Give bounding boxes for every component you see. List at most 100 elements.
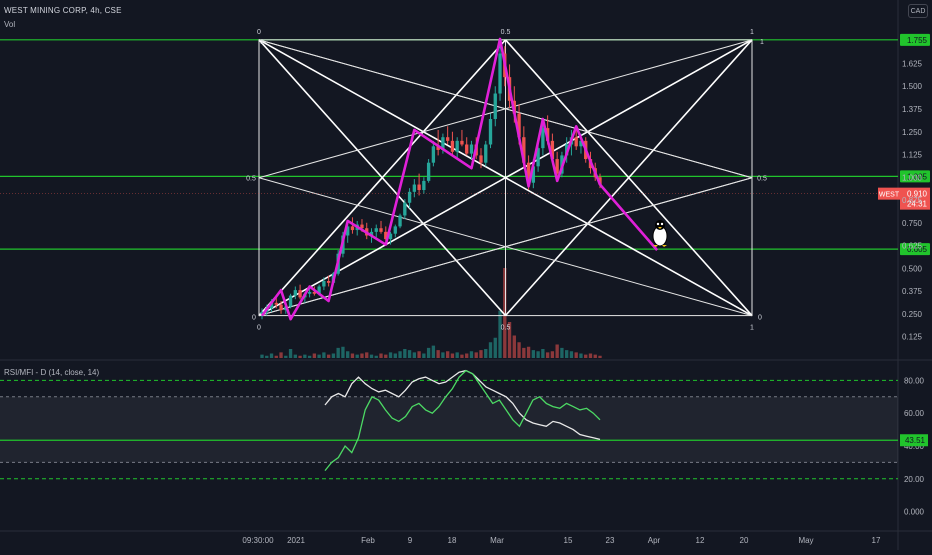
time-tick-label: Mar xyxy=(490,536,504,545)
volume-bar xyxy=(417,351,421,358)
indicator-tick-label: 60.00 xyxy=(904,409,925,418)
level-price-label: 1.755 xyxy=(907,36,928,45)
time-tick-label: 20 xyxy=(740,536,749,545)
volume-bar xyxy=(536,351,540,358)
candle-body xyxy=(322,281,326,287)
volume-bar xyxy=(479,350,483,358)
volume-bar xyxy=(284,355,288,358)
volume-bar xyxy=(293,354,297,358)
volume-bar xyxy=(550,351,555,358)
volume-bar xyxy=(503,268,507,358)
candle-body xyxy=(488,119,493,145)
volume-bar xyxy=(355,354,359,358)
volume-bar xyxy=(393,353,397,358)
volume-bar xyxy=(569,351,574,358)
candle-body xyxy=(312,291,317,294)
gann-level-label: 1 xyxy=(760,39,764,46)
symbol-badge xyxy=(878,187,900,200)
candle-body xyxy=(450,140,455,152)
volume-bar xyxy=(431,345,436,358)
candle-body xyxy=(579,140,583,147)
volume-bar xyxy=(298,355,302,358)
price-tick-label: 1.250 xyxy=(902,128,923,137)
gann-fan-line xyxy=(504,39,753,317)
gann-level-label: 0 xyxy=(257,325,261,332)
time-tick-label: 17 xyxy=(872,536,881,545)
candle-body xyxy=(326,281,331,283)
rsi-mfi-pane: 20.00 40.00 60.00 80.00 0.000 43.51 xyxy=(0,369,928,517)
candle-body xyxy=(288,295,293,307)
time-tick-label: 23 xyxy=(606,536,615,545)
volume-bar xyxy=(379,353,383,358)
volume-bar xyxy=(560,347,564,358)
indicator-value-label: 43.51 xyxy=(905,436,926,445)
candle-body xyxy=(274,302,278,305)
volume-bar xyxy=(336,347,340,358)
volume-bar xyxy=(307,355,312,358)
currency-badge[interactable]: CAD xyxy=(908,4,928,18)
price-tick-label: 0.500 xyxy=(902,264,923,273)
candle-body xyxy=(422,180,426,190)
volume-bar xyxy=(579,353,583,358)
candle-body xyxy=(460,140,464,145)
candle-body xyxy=(441,137,445,150)
candle-body xyxy=(455,140,459,152)
candle-body xyxy=(574,137,578,147)
volume-bar xyxy=(507,322,512,358)
gann-level-label: 0.5 xyxy=(246,176,256,183)
volume-bar xyxy=(388,352,393,358)
indicator-label: RSI/MFI - D (14, close, 14) xyxy=(4,368,100,377)
gann-fan-line xyxy=(258,39,753,179)
volume-bar xyxy=(545,352,550,358)
volume-bars xyxy=(260,268,602,358)
candle-body xyxy=(360,224,364,229)
price-tick-label: 0.125 xyxy=(902,333,923,342)
penguin-eye xyxy=(656,222,660,226)
volume-bar xyxy=(565,350,569,358)
volume-bar xyxy=(274,355,278,358)
volume-bar xyxy=(522,347,526,358)
candle-body xyxy=(493,93,497,120)
indicator-tick-label: 20.00 xyxy=(904,475,925,484)
candle-body xyxy=(293,290,297,296)
volume-bar xyxy=(445,351,450,358)
volume-bar xyxy=(422,353,426,358)
volume-bar xyxy=(384,354,388,358)
volume-bar xyxy=(574,352,578,358)
price-tick-label: 1.500 xyxy=(902,82,923,91)
volume-bar xyxy=(598,355,602,358)
penguin-icon-layer xyxy=(652,220,668,247)
gann-fan-line xyxy=(258,177,753,317)
gann-level-label: 0 xyxy=(252,315,256,322)
penguin-icon xyxy=(652,220,668,247)
volume-bar xyxy=(288,349,293,358)
volume-bar xyxy=(331,353,336,358)
candle-body xyxy=(469,144,474,154)
candle-body xyxy=(403,202,407,216)
candle-body xyxy=(550,140,555,160)
price-tick-label: 0.750 xyxy=(902,219,923,228)
time-tick-label: Apr xyxy=(648,536,661,545)
volume-bar xyxy=(450,353,455,358)
candle-body xyxy=(484,144,488,163)
indicator-tick-label: 0.000 xyxy=(904,508,925,517)
volume-bar xyxy=(398,351,402,358)
gann-level-label: 1 xyxy=(750,29,754,36)
candle-body xyxy=(269,302,274,309)
candle-body xyxy=(279,304,283,311)
price-tick-label: 0.375 xyxy=(902,287,923,296)
penguin-head xyxy=(655,220,665,230)
candle-body xyxy=(398,215,402,227)
candle-body xyxy=(465,144,469,154)
volume-label: Vol xyxy=(4,20,16,29)
volume-bar xyxy=(269,353,274,358)
zigzag-line xyxy=(260,37,659,321)
volume-bar xyxy=(512,335,516,358)
gann-level-label: 0.5 xyxy=(501,29,511,36)
indicator-tick-label: 40.00 xyxy=(904,442,925,451)
rsi-band-fill xyxy=(0,396,898,463)
chart-title: WEST MINING CORP, 4h, CSE xyxy=(4,6,122,15)
